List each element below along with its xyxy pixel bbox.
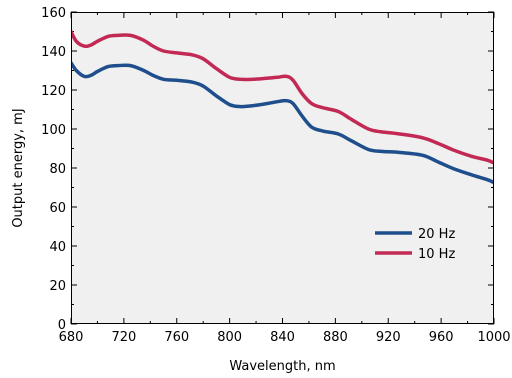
- x-tick-label: 960: [429, 330, 454, 345]
- plot-frame: [71, 12, 494, 324]
- y-tick-label: 160: [41, 6, 66, 21]
- legend-label: 10 Hz: [418, 247, 455, 262]
- x-tick-label: 760: [164, 330, 189, 345]
- y-tick-label: 140: [41, 45, 66, 60]
- x-tick-label: 840: [270, 330, 295, 345]
- legend-label: 20 Hz: [418, 227, 455, 242]
- x-tick-label: 680: [59, 330, 84, 345]
- series-line-10-hz: [71, 29, 494, 165]
- x-tick-label: 720: [111, 330, 136, 345]
- x-tick-label: 920: [376, 330, 401, 345]
- series-line-20-hz: [71, 60, 494, 185]
- y-axis-title: Output energy, mJ: [11, 108, 26, 227]
- y-tick-label: 0: [58, 318, 66, 333]
- plot-background: [71, 12, 494, 324]
- y-tick-label: 20: [49, 279, 66, 294]
- x-tick-label: 800: [217, 330, 242, 345]
- y-tick-label: 80: [49, 162, 66, 177]
- y-tick-label: 120: [41, 84, 66, 99]
- y-tick-label: 60: [49, 201, 66, 216]
- y-tick-label: 40: [49, 240, 66, 255]
- x-tick-label: 880: [323, 330, 348, 345]
- legend: 20 Hz 10 Hz: [375, 227, 455, 262]
- labels-layer: 0 20 40 60 80 100 120 140 160 680 720 760 800 840 880 9…: [11, 6, 511, 374]
- x-axis-title: Wavelength, nm: [229, 359, 335, 374]
- y-tick-label: 100: [41, 123, 66, 138]
- series-layer: [71, 29, 494, 185]
- x-tick-label: 1000: [477, 330, 510, 345]
